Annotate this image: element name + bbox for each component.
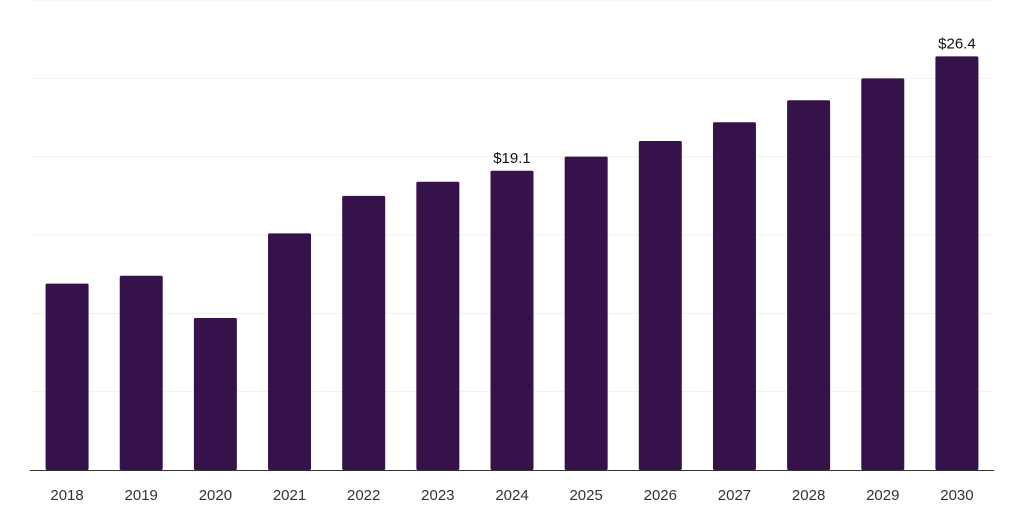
- bar-2030: [935, 56, 979, 471]
- data-label-2030: $26.4: [938, 35, 976, 52]
- bar-2020: [193, 318, 237, 470]
- x-tick-label-2019: 2019: [125, 487, 158, 504]
- x-tick-label-2024: 2024: [495, 487, 528, 504]
- bar-2028: [787, 100, 831, 471]
- x-tick-label-2018: 2018: [50, 487, 83, 504]
- bar-2023: [416, 181, 460, 470]
- bar-2021: [268, 233, 312, 470]
- bar-2018: [45, 283, 89, 470]
- x-tick-label-2029: 2029: [866, 487, 899, 504]
- x-tick-label-2022: 2022: [347, 487, 380, 504]
- bar-2022: [342, 195, 386, 471]
- bars: [45, 56, 979, 471]
- bar-2029: [861, 78, 905, 470]
- bar-2019: [119, 275, 163, 470]
- bar-2027: [712, 122, 756, 470]
- x-tick-label-2026: 2026: [644, 487, 677, 504]
- data-labels: $19.1 $26.4: [493, 35, 975, 166]
- x-tick-label-2020: 2020: [199, 487, 232, 504]
- bar-2024: [490, 170, 534, 470]
- x-tick-label-2025: 2025: [569, 487, 602, 504]
- x-tick-label-2030: 2030: [940, 487, 973, 504]
- data-label-2024: $19.1: [493, 150, 531, 167]
- x-tick-label-2023: 2023: [421, 487, 454, 504]
- x-axis-tick-labels: 2018 2019 2020 2021 2022 2023 2024 2025 2026 2027…: [50, 487, 973, 504]
- x-tick-label-2021: 2021: [273, 487, 306, 504]
- bar-2025: [564, 156, 608, 470]
- x-tick-label-2027: 2027: [718, 487, 751, 504]
- x-tick-label-2028: 2028: [792, 487, 825, 504]
- bar-2026: [638, 141, 682, 470]
